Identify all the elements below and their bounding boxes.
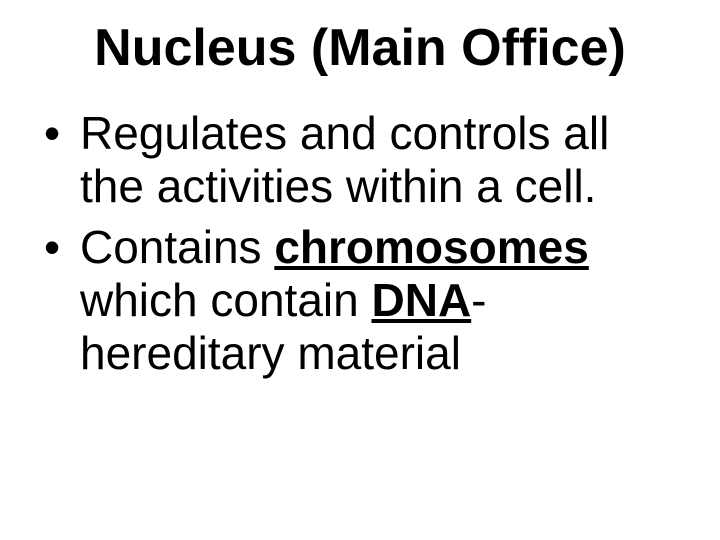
bullet-item: Contains chromosomes which contain DNA- … — [40, 221, 680, 380]
slide-title: Nucleus (Main Office) — [40, 20, 680, 77]
text-run: which contain — [80, 274, 372, 326]
text-run: chromosomes — [274, 221, 588, 273]
bullet-item: Regulates and controls all the activitie… — [40, 107, 680, 213]
slide: Nucleus (Main Office) Regulates and cont… — [0, 0, 720, 540]
text-run: Regulates and controls all the activitie… — [80, 107, 609, 212]
text-run: DNA — [372, 274, 472, 326]
text-run: Contains — [80, 221, 274, 273]
bullet-list: Regulates and controls all the activitie… — [40, 107, 680, 379]
